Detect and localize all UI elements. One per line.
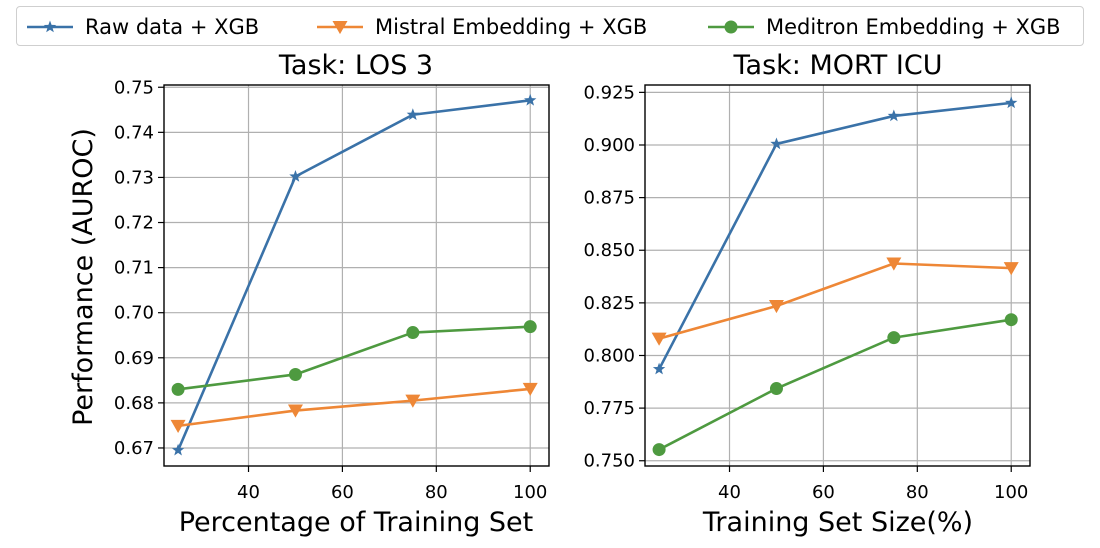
legend-item-raw-xgb: Raw data + XGB xyxy=(25,7,259,47)
data-point-raw-data-xgb xyxy=(289,170,302,182)
x-tick-label: 40 xyxy=(718,482,741,503)
legend-label-raw-xgb: Raw data + XGB xyxy=(85,15,260,39)
legend-item-meditron-xgb: Meditron Embedding + XGB xyxy=(706,7,1061,47)
axes-frame-los3 xyxy=(163,84,550,467)
x-tick-label: 60 xyxy=(812,482,835,503)
data-point-raw-data-xgb xyxy=(406,108,420,121)
data-point-meditron-embedding-xgb xyxy=(887,331,901,345)
legend-item-mistral-xgb: Mistral Embedding + XGB xyxy=(315,7,647,47)
y-tick-label: 0.70 xyxy=(114,303,154,324)
legend-marker-mistral-xgb xyxy=(317,21,363,35)
y-tick-label: 0.750 xyxy=(583,451,635,472)
legend-marker-shape-raw-data-xgb xyxy=(43,20,57,33)
data-point-meditron-embedding-xgb xyxy=(406,326,420,340)
data-point-mistral-embedding-xgb xyxy=(405,394,421,408)
y-tick-label: 0.69 xyxy=(114,348,154,369)
data-point-mistral-embedding-xgb xyxy=(768,300,784,314)
data-point-mistral-embedding-xgb xyxy=(522,382,538,397)
data-point-meditron-embedding-xgb xyxy=(171,382,185,396)
data-point-raw-data-xgb xyxy=(652,362,666,375)
series-line-raw-data-xgb xyxy=(176,99,531,451)
data-point-meditron-embedding-xgb xyxy=(1004,313,1018,327)
chart-los3: Task: LOS 3 Performance (AUROC) Percenta… xyxy=(68,50,550,538)
chart-mort-icu: Task: MORT ICU Training Set Size(%) 40 60… xyxy=(583,50,1031,538)
y-tick-label: 0.74 xyxy=(114,122,154,143)
chart-title-mort-icu: Task: MORT ICU xyxy=(733,50,943,81)
legend: Raw data + XGB Mistral Embedding + XGB M… xyxy=(16,6,1084,46)
series-line-mistral-embedding-xgb xyxy=(177,387,531,428)
legend-marker-meditron-xgb xyxy=(708,20,754,34)
data-point-raw-data-xgb xyxy=(887,109,901,122)
series-meditron-embedding-xgb xyxy=(171,320,537,396)
y-tick-label: 0.67 xyxy=(114,438,154,459)
data-point-raw-data-xgb xyxy=(524,93,537,106)
x-tick-label: 80 xyxy=(425,482,448,503)
legend-marker-raw-xgb xyxy=(27,20,73,33)
series-line-raw-data-xgb xyxy=(657,101,1012,370)
series-mistral-embedding-xgb xyxy=(651,257,1019,346)
data-point-mistral-embedding-xgb xyxy=(287,404,303,418)
y-tick-label: 0.68 xyxy=(114,393,154,414)
data-point-meditron-embedding-xgb xyxy=(288,367,302,381)
data-point-meditron-embedding-xgb xyxy=(652,443,666,457)
data-point-raw-data-xgb xyxy=(171,443,185,456)
y-tick-label: 0.73 xyxy=(114,167,154,188)
y-tick-label: 0.775 xyxy=(583,398,635,419)
series-raw-data-xgb xyxy=(171,93,537,456)
y-tick-label: 0.875 xyxy=(583,188,635,209)
x-tick-label: 40 xyxy=(237,482,260,503)
x-tick-label: 60 xyxy=(331,482,354,503)
data-point-mistral-embedding-xgb xyxy=(1003,262,1019,276)
legend-marker-shape-mistral-embedding-xgb xyxy=(332,21,348,35)
x-tick-label: 100 xyxy=(994,482,1028,503)
data-point-mistral-embedding-xgb xyxy=(651,332,667,346)
y-tick-label: 0.825 xyxy=(583,293,635,314)
series-line-meditron-embedding-xgb xyxy=(177,325,531,391)
legend-label-mistral-xgb: Mistral Embedding + XGB xyxy=(375,15,648,39)
data-point-raw-data-xgb xyxy=(1005,96,1018,109)
x-axis-label-los3: Percentage of Training Set xyxy=(179,507,534,538)
data-point-mistral-embedding-xgb xyxy=(170,419,186,433)
series-line-meditron-embedding-xgb xyxy=(658,318,1012,451)
data-point-raw-data-xgb xyxy=(770,137,783,150)
y-tick-label: 0.72 xyxy=(114,213,154,234)
y-tick-label: 0.850 xyxy=(583,240,635,261)
grid-los3 xyxy=(164,85,549,466)
legend-marker-shape-meditron-embedding-xgb xyxy=(724,20,738,34)
y-tick-label: 0.75 xyxy=(114,77,154,98)
y-axis-label: Performance (AUROC) xyxy=(68,128,99,426)
y-tick-label: 0.900 xyxy=(583,135,635,156)
y-tick-label: 0.800 xyxy=(583,345,635,366)
grid-mort-icu xyxy=(645,85,1030,466)
data-point-meditron-embedding-xgb xyxy=(523,320,537,334)
legend-label-meditron-xgb: Meditron Embedding + XGB xyxy=(766,15,1061,39)
series-meditron-embedding-xgb xyxy=(652,313,1018,457)
x-axis-label-mort-icu: Training Set Size(%) xyxy=(702,507,973,538)
y-tick-label: 0.71 xyxy=(114,258,154,279)
data-point-meditron-embedding-xgb xyxy=(769,382,783,396)
x-tick-label: 100 xyxy=(513,482,547,503)
series-mistral-embedding-xgb xyxy=(170,382,538,433)
series-line-mistral-embedding-xgb xyxy=(658,262,1012,340)
chart-title-los3: Task: LOS 3 xyxy=(278,50,433,81)
data-point-mistral-embedding-xgb xyxy=(886,257,902,271)
series-raw-data-xgb xyxy=(652,96,1018,375)
y-tick-label: 0.925 xyxy=(583,82,635,103)
x-tick-label: 80 xyxy=(906,482,929,503)
axes-frame-mort-icu xyxy=(644,84,1031,467)
